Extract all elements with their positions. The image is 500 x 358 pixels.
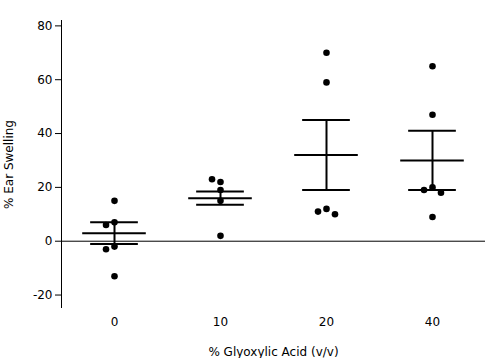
- svg-text:% Glyoxylic Acid (v/v): % Glyoxylic Acid (v/v): [208, 345, 338, 358]
- svg-text:10: 10: [213, 315, 228, 329]
- svg-text:40: 40: [37, 126, 52, 140]
- svg-text:% Ear Swelling: % Ear Swelling: [2, 120, 16, 209]
- svg-text:60: 60: [37, 73, 52, 87]
- svg-text:-20: -20: [33, 288, 53, 302]
- svg-text:80: 80: [37, 19, 52, 33]
- svg-text:0: 0: [45, 234, 53, 248]
- svg-text:0: 0: [111, 315, 119, 329]
- svg-text:40: 40: [425, 315, 440, 329]
- svg-text:20: 20: [37, 180, 52, 194]
- svg-text:20: 20: [319, 315, 334, 329]
